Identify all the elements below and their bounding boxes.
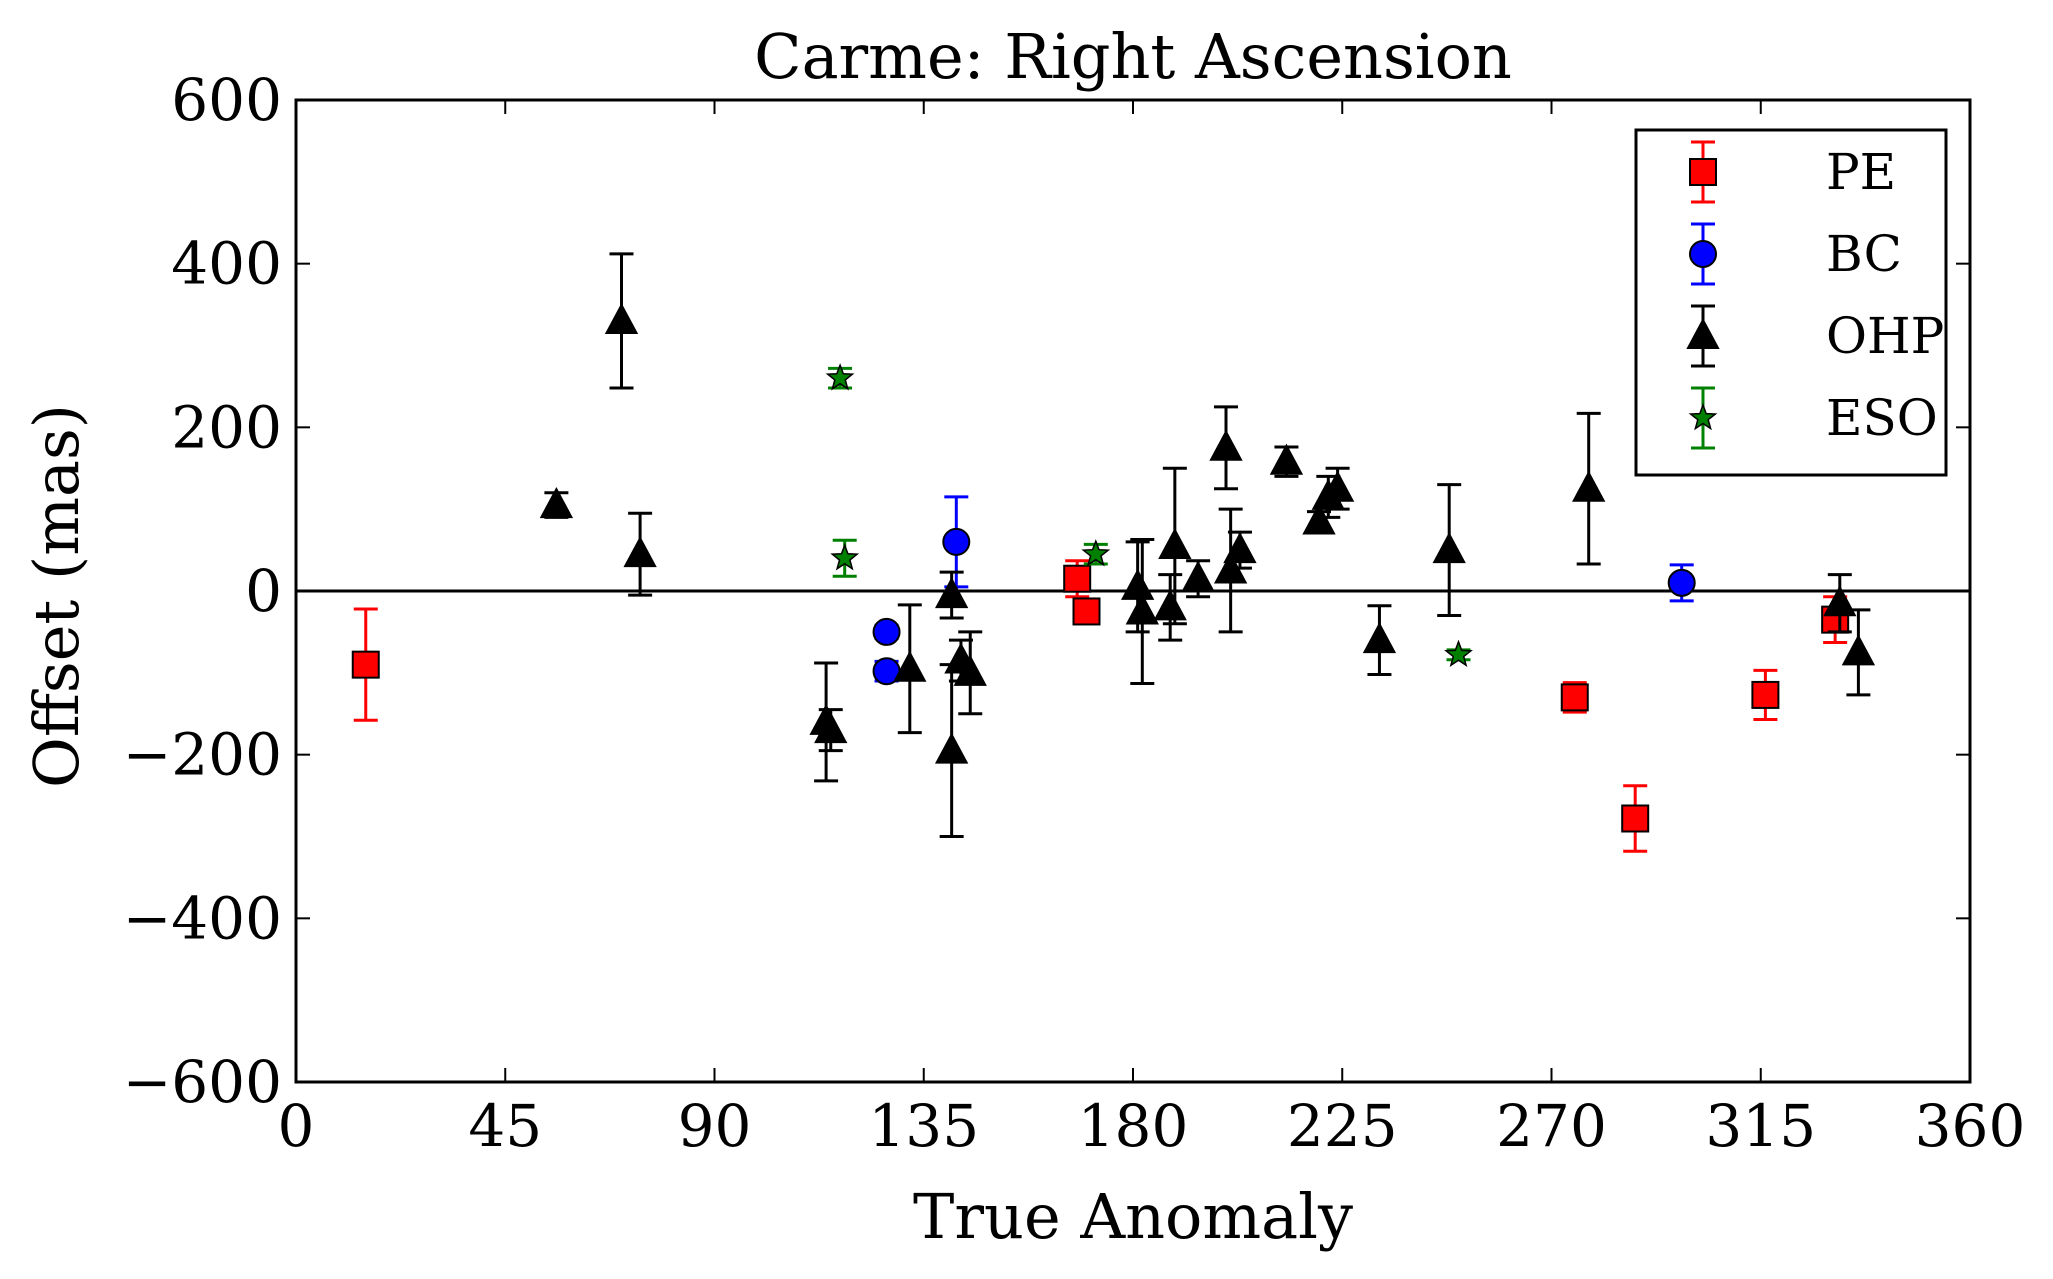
ohp-point-marker — [1302, 503, 1336, 535]
x-tick-label: 45 — [468, 1092, 542, 1160]
y-tick-label: −400 — [123, 884, 282, 952]
axis-ticks: 0 45 90 135 180 225 270 315 360 600 400 200 0 −200 −40… — [123, 66, 2026, 1160]
legend-ohp-marker — [1686, 317, 1720, 349]
ohp-point-marker — [1209, 429, 1243, 461]
ohp-point-marker — [1432, 531, 1466, 564]
y-tick-label: 600 — [171, 66, 282, 134]
y-tick-label: −600 — [123, 1048, 282, 1116]
legend-label-ohp: OHP — [1826, 307, 1944, 365]
plot-frame — [294, 98, 1972, 1084]
legend: PE BC OHP ESO — [1634, 128, 1948, 477]
eso-point-marker — [1081, 539, 1111, 567]
ohp-point-marker — [1158, 527, 1192, 559]
ohp-point-marker — [1153, 589, 1187, 621]
y-tick-label: 0 — [245, 557, 282, 625]
pe-point-marker — [1560, 683, 1589, 712]
x-tick-label: 0 — [278, 1092, 315, 1160]
pe-point-marker — [1751, 680, 1780, 709]
legend-label-pe: PE — [1826, 143, 1896, 201]
series-eso — [825, 363, 1473, 668]
pe-point-marker — [351, 650, 380, 679]
ohp-point-marker — [1362, 621, 1397, 654]
ohp-point-marker — [539, 486, 574, 519]
eso-point-marker — [1444, 639, 1473, 668]
ohp-point-marker — [604, 302, 639, 334]
series-pe — [351, 559, 1850, 853]
data-points — [351, 252, 1876, 853]
x-tick-label: 225 — [1287, 1092, 1398, 1160]
x-tick-label: 315 — [1705, 1092, 1816, 1160]
ohp-point-marker — [814, 711, 848, 744]
ohp-point-marker — [1320, 470, 1355, 502]
y-tick-label: −200 — [123, 721, 282, 789]
legend-pe-marker — [1689, 158, 1717, 186]
y-axis-title: Offset (mas) — [20, 404, 93, 788]
x-tick-label: 135 — [868, 1092, 979, 1160]
ohp-point-marker — [1213, 552, 1248, 584]
x-tick-label: 360 — [1915, 1092, 2026, 1160]
y-tick-label: 200 — [171, 393, 282, 461]
eso-point-marker — [830, 543, 860, 571]
ohp-point-marker — [953, 654, 987, 686]
y-tick-label: 400 — [171, 230, 282, 298]
chart-title: Carme: Right Ascension — [754, 20, 1512, 93]
legend-eso-marker — [1688, 402, 1718, 431]
ohp-point-marker — [1823, 585, 1857, 617]
legend-box — [1634, 128, 1948, 477]
bc-point-marker — [1667, 568, 1696, 597]
legend-bc-marker — [1689, 240, 1717, 268]
legend-label-eso: ESO — [1826, 389, 1938, 447]
bc-point-marker — [942, 527, 971, 556]
ohp-point-marker — [1223, 531, 1257, 564]
series-ohp — [539, 252, 1876, 838]
x-tick-label: 90 — [678, 1092, 752, 1160]
bc-point-marker — [872, 617, 901, 646]
x-tick-label: 180 — [1078, 1092, 1189, 1160]
pe-point-marker — [1063, 564, 1092, 593]
pe-point-marker — [1621, 804, 1650, 833]
x-tick-label: 270 — [1496, 1092, 1607, 1160]
eso-point-marker — [825, 363, 855, 391]
ohp-point-marker — [1125, 593, 1159, 625]
ohp-point-marker — [893, 650, 927, 682]
ohp-point-marker — [934, 576, 969, 609]
ohp-point-marker — [1572, 470, 1606, 502]
pe-point-marker — [1072, 597, 1101, 626]
ohp-point-marker — [623, 536, 657, 568]
ohp-point-marker — [1841, 634, 1876, 666]
x-axis-title: True Anomaly — [913, 1180, 1353, 1253]
ohp-point-marker — [1120, 568, 1155, 600]
ohp-point-marker — [934, 732, 969, 764]
ohp-point-marker — [1181, 560, 1215, 592]
ohp-point-marker — [1269, 443, 1304, 475]
legend-label-bc: BC — [1826, 225, 1902, 283]
